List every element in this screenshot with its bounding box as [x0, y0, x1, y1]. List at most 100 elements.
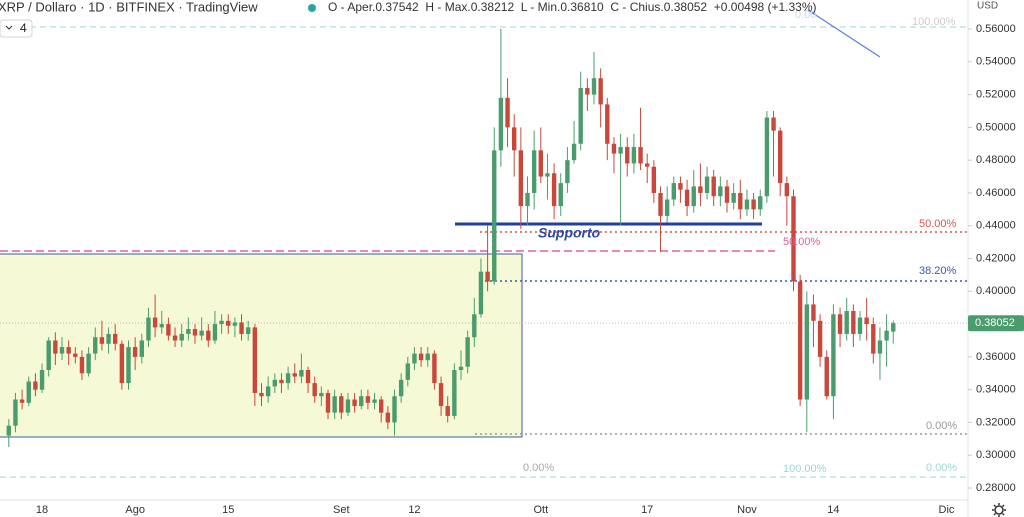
candle-body [33, 381, 38, 390]
candle-body [724, 186, 730, 203]
candle-body [611, 143, 617, 154]
candle-body [558, 183, 563, 207]
annotation: 100.00% [912, 16, 956, 28]
candle-body [259, 392, 264, 397]
candle-body [119, 343, 125, 384]
candle-body [618, 147, 623, 154]
candle-body [492, 150, 497, 282]
candle-body [312, 383, 317, 397]
candle-body [531, 150, 537, 193]
candle-body [352, 399, 357, 407]
candle-body [877, 340, 883, 354]
candle-body [113, 333, 118, 344]
trend-line [807, 9, 881, 58]
y-tick-label: 0.50000 [976, 121, 1016, 133]
candle-body [605, 104, 610, 144]
candle-body [538, 150, 543, 177]
candle-body [645, 163, 650, 167]
annotation: 0.00% [523, 462, 554, 474]
candle-body [571, 143, 577, 161]
annotation: 38.20% [919, 265, 957, 277]
candle-body [59, 347, 65, 354]
annotation: 50.00% [783, 236, 821, 248]
candle-body [385, 412, 391, 423]
candle-body [372, 399, 377, 403]
candle-body [731, 192, 736, 203]
candle-body [86, 353, 91, 374]
candle-body [758, 196, 763, 210]
candle-body [478, 271, 484, 315]
candle-body [871, 324, 876, 354]
candle-body [19, 399, 25, 403]
annotation: 0.00% [926, 462, 957, 474]
candle-body [139, 340, 144, 357]
y-tick-label: 0.40000 [976, 285, 1016, 297]
candle-body [498, 97, 504, 151]
candle-body [864, 317, 869, 325]
y-tick-label: 0.52000 [976, 88, 1016, 100]
candle-body [339, 396, 344, 413]
candle-body [319, 392, 324, 397]
symbol-title: XRP / Dollaro · 1D · BITFINEX · TradingV… [0, 0, 258, 14]
candle-body [678, 183, 683, 190]
collapse-badge[interactable] [0, 19, 33, 38]
candle-body [857, 317, 863, 334]
candle-body [226, 320, 231, 326]
candle-body [784, 183, 790, 197]
candle-body [132, 347, 138, 357]
y-tick-label: 0.56000 [976, 23, 1016, 35]
candle-body [46, 340, 51, 370]
candle-body [432, 353, 437, 384]
candle-body [192, 329, 198, 336]
y-tick-label: 0.30000 [976, 449, 1016, 461]
candle-body [292, 373, 297, 377]
candle-body [811, 304, 816, 321]
candle-body [804, 304, 809, 400]
candle-body [305, 370, 311, 384]
candle-body [39, 370, 45, 390]
candle-body [272, 379, 277, 387]
y-tick-label: 0.32000 [976, 416, 1016, 428]
candle-body [891, 323, 896, 332]
candle-body [664, 199, 670, 216]
candle-body [631, 147, 637, 164]
annotation: 50.00% [919, 218, 957, 230]
candle-body [851, 310, 856, 334]
annotation: 0.00 [795, 9, 816, 21]
candle-body [778, 130, 783, 184]
candle-body [658, 192, 663, 216]
candle-body [166, 324, 171, 336]
candle-body [551, 173, 557, 207]
status-dot [308, 4, 316, 12]
candle-body [379, 399, 384, 413]
currency-label: USD [977, 1, 998, 12]
candle-body [831, 314, 836, 397]
candle-body [691, 186, 696, 207]
candle-body [738, 192, 743, 210]
candle-body [518, 150, 524, 207]
candle-body [398, 379, 404, 397]
candle-body [206, 330, 211, 341]
y-tick-label: 0.34000 [976, 384, 1016, 396]
candle-body [265, 386, 271, 397]
candle-body [578, 88, 583, 144]
candle-body [359, 396, 364, 407]
candle-body [345, 399, 351, 413]
candle-body [844, 310, 849, 334]
settings-icon[interactable] [994, 505, 1004, 515]
candle-body [146, 317, 151, 341]
candle-body [751, 199, 756, 210]
ohlc-legend: O - Aper.0.37542 H - Max.0.38212 L - Min… [328, 0, 817, 14]
candle-body [106, 333, 111, 344]
candle-body [365, 396, 371, 403]
candle-body [126, 347, 131, 384]
candle-body [13, 399, 18, 426]
range-box [0, 253, 523, 438]
candle-body [172, 335, 178, 341]
candle-body [93, 337, 98, 354]
annotation: Supporto [538, 225, 601, 241]
candle-body [545, 173, 550, 177]
candle-body [505, 97, 510, 128]
candle-body [246, 327, 251, 334]
